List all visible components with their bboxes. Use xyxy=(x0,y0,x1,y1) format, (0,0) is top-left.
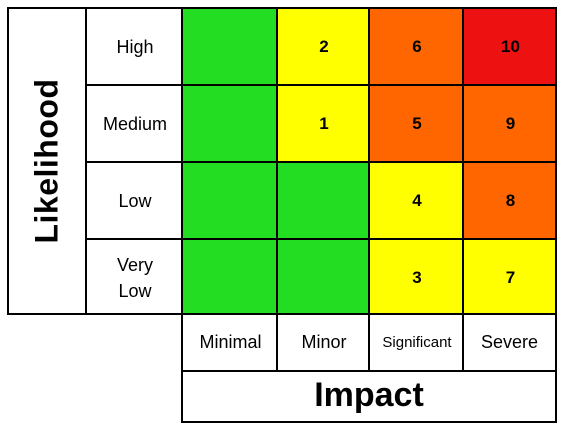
cell-low-significant: 4 xyxy=(368,161,464,238)
cell-low-severe: 8 xyxy=(462,161,557,238)
col-label-minimal: Minimal xyxy=(181,315,278,372)
likelihood-axis-label: Likelihood xyxy=(28,78,65,244)
cell-high-minor: 2 xyxy=(276,7,370,84)
cell-very-low-minimal xyxy=(181,238,278,315)
cell-medium-significant: 5 xyxy=(368,84,464,161)
cell-very-low-significant: 3 xyxy=(368,238,464,315)
cell-low-minor xyxy=(276,161,370,238)
impact-axis-label: Impact xyxy=(181,370,557,423)
row-label-medium: Medium xyxy=(85,84,183,161)
cell-high-significant: 6 xyxy=(368,7,464,84)
cell-high-minimal xyxy=(181,7,278,84)
likelihood-axis-box: Likelihood xyxy=(7,7,85,315)
cell-very-low-severe: 7 xyxy=(462,238,557,315)
row-label-high: High xyxy=(85,7,183,84)
cell-medium-minimal xyxy=(181,84,278,161)
col-label-minor: Minor xyxy=(276,315,370,372)
col-label-severe: Severe xyxy=(462,315,557,372)
cell-medium-severe: 9 xyxy=(462,84,557,161)
cell-low-minimal xyxy=(181,161,278,238)
cell-high-severe: 10 xyxy=(462,7,557,84)
cell-very-low-minor xyxy=(276,238,370,315)
col-label-significant: Significant xyxy=(368,315,464,372)
row-label-low: Low xyxy=(85,161,183,238)
cell-medium-minor: 1 xyxy=(276,84,370,161)
row-label-very-low: Very Low xyxy=(85,238,183,315)
